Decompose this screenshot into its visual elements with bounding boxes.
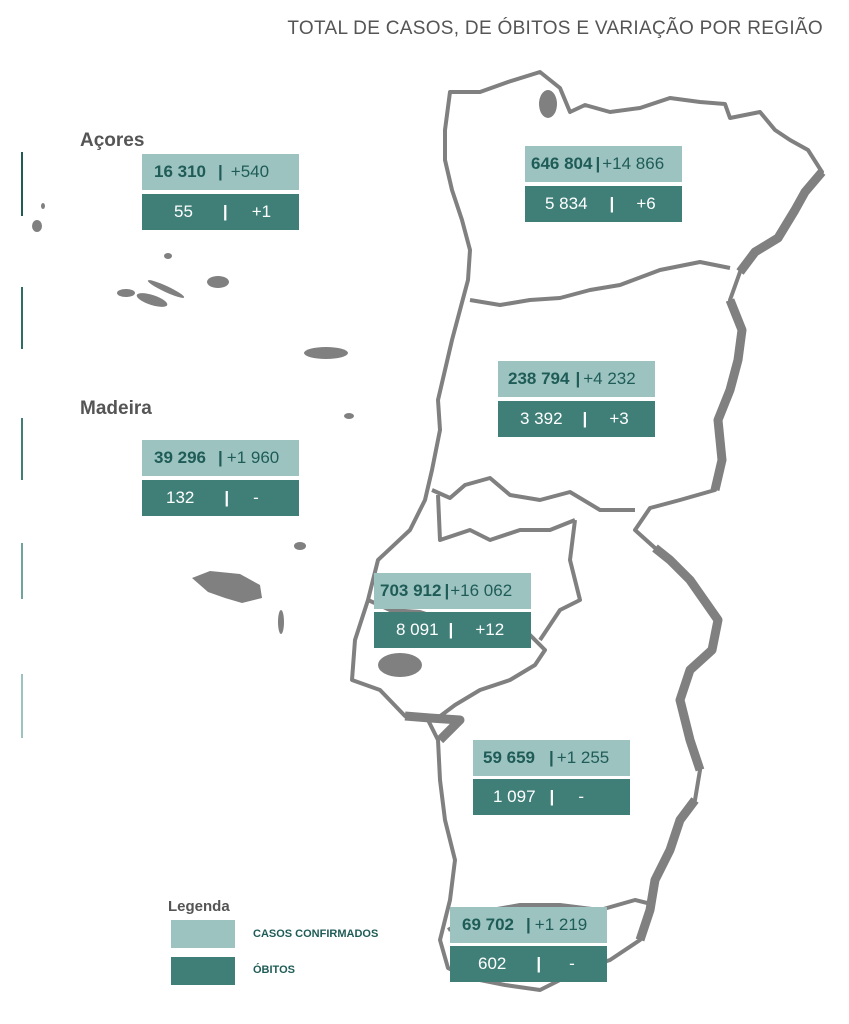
- cases-total: 703 912: [380, 581, 442, 600]
- cases-total: 238 794: [508, 369, 570, 388]
- cases-delta: +14 866: [602, 154, 665, 173]
- accent-bar: [21, 543, 23, 599]
- deaths-delta: +3: [609, 409, 629, 428]
- eastern-border: [404, 169, 826, 942]
- deaths-total: 602: [478, 954, 507, 973]
- deaths-total: 132: [166, 488, 195, 507]
- deaths-box-norte: 5 834 | +6: [525, 186, 682, 222]
- cases-box-alentejo: 59 659 | +1 255: [473, 740, 630, 776]
- cases-delta: +1 255: [556, 748, 610, 767]
- deaths-delta: -: [578, 787, 584, 806]
- cases-box-lvt: 703 912 | +16 062: [374, 573, 531, 609]
- cases-box-norte: 646 804 | +14 866: [525, 146, 682, 182]
- legend-swatch-deaths: [171, 957, 235, 985]
- deaths-delta: +1: [251, 202, 272, 221]
- legend-label-cases: CASOS CONFIRMADOS: [253, 928, 379, 940]
- label-acores: Açores: [80, 130, 145, 151]
- deaths-box-alentejo: 1 097 | -: [473, 779, 630, 815]
- cases-total: 69 702: [462, 915, 514, 934]
- cases-total: 39 296: [154, 448, 206, 467]
- legend-swatch-cases: [171, 920, 235, 948]
- cases-box-madeira: 39 296 | +1 960: [142, 440, 299, 476]
- deaths-delta: -: [569, 954, 575, 973]
- deaths-box-centro: 3 392 | +3: [498, 401, 655, 437]
- cases-box-centro: 238 794 | +4 232: [498, 361, 655, 397]
- cases-box-algarve: 69 702 | +1 219: [450, 907, 607, 943]
- cases-total: 59 659: [483, 748, 535, 767]
- tejo-estuary: [378, 653, 422, 677]
- deaths-total: 1 097: [493, 787, 536, 806]
- deaths-delta: +6: [636, 194, 656, 213]
- cases-box-acores: 16 310 | +540: [142, 154, 299, 190]
- cases-total: 16 310: [154, 162, 206, 181]
- accent-bar: [21, 152, 23, 216]
- cases-delta: +4 232: [583, 369, 636, 388]
- deaths-total: 55: [174, 202, 193, 221]
- cases-delta: +1 960: [226, 448, 280, 467]
- azores-islands: [32, 203, 354, 419]
- deaths-total: 5 834: [545, 194, 588, 213]
- deaths-total: 3 392: [520, 409, 563, 428]
- deaths-box-lvt: 8 091 | +12: [374, 612, 531, 648]
- cases-delta: +1 219: [534, 915, 588, 934]
- deaths-delta: +12: [475, 620, 505, 639]
- deaths-box-acores: 55 | +1: [142, 194, 299, 230]
- lake: [539, 90, 557, 118]
- deaths-total: 8 091: [396, 620, 439, 639]
- deaths-delta: -: [253, 488, 259, 507]
- cases-delta: +540: [230, 162, 270, 181]
- cases-total: 646 804: [531, 154, 593, 173]
- deaths-box-algarve: 602 | -: [450, 946, 607, 982]
- deaths-box-madeira: 132 | -: [142, 480, 299, 516]
- legend-title: Legenda: [168, 898, 230, 915]
- madeira-islands: [192, 542, 306, 634]
- cases-delta: +16 062: [450, 581, 513, 600]
- accent-bar: [21, 674, 23, 738]
- accent-bar: [21, 418, 23, 480]
- accent-bar: [21, 287, 23, 349]
- page-title: TOTAL DE CASOS, DE ÓBITOS E VARIAÇÃO POR…: [287, 18, 823, 39]
- label-madeira: Madeira: [80, 398, 152, 419]
- legend-label-deaths: ÓBITOS: [253, 964, 295, 976]
